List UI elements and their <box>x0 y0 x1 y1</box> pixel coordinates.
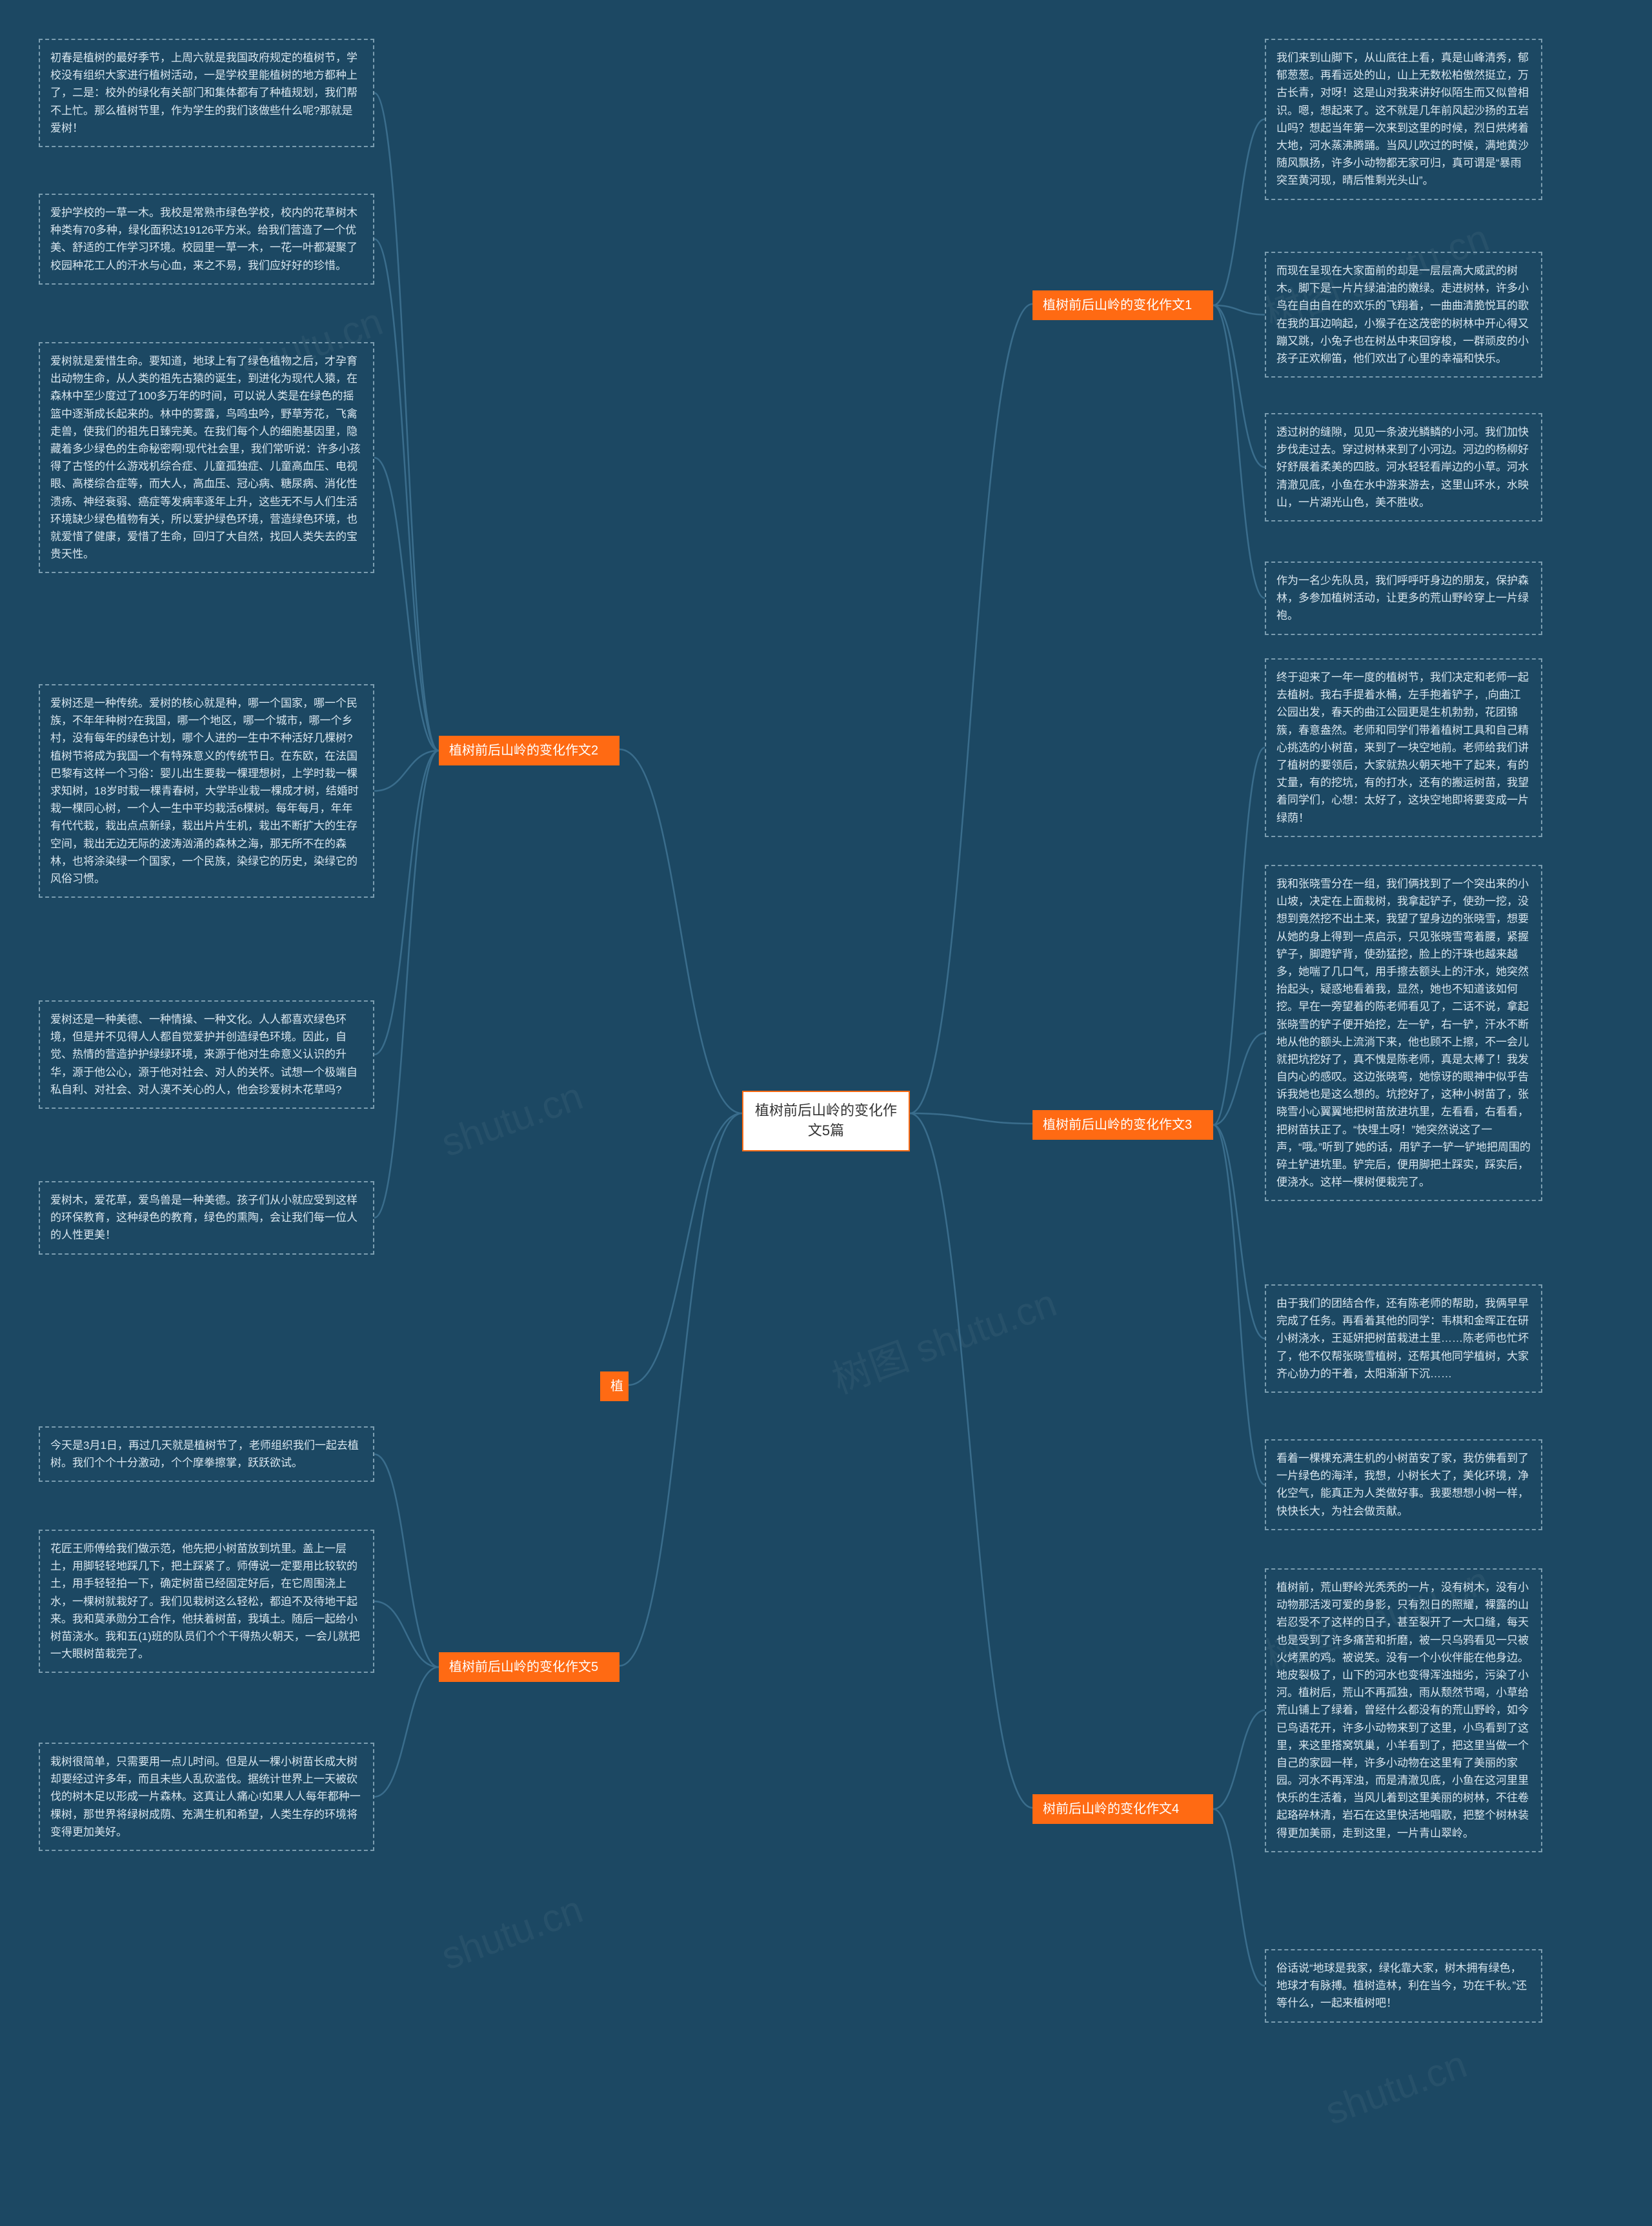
branch-b2: 植树前后山岭的变化作文2 <box>439 736 620 765</box>
leaf-b3-1: 我和张晓雪分在一组，我们俩找到了一个突出来的小山坡，决定在上面栽树，我拿起铲子，… <box>1265 865 1542 1201</box>
leaf-b2-3: 爱树还是一种传统。爱树的核心就是种，哪一个国家，哪一个民族，不年年种树?在我国，… <box>39 684 374 898</box>
leaf-b2-2: 爱树就是爱惜生命。要知道，地球上有了绿色植物之后，才孕育出动物生命，从人类的祖先… <box>39 342 374 573</box>
branch-b4: 树前后山岭的变化作文4 <box>1032 1794 1213 1824</box>
leaf-b4-0: 植树前，荒山野岭光秃秃的一片，没有树木，没有小动物那活泼可爱的身影，只有烈日的照… <box>1265 1568 1542 1852</box>
leaf-b3-2: 由于我们的团结合作，还有陈老师的帮助，我俩早早完成了任务。再看着其他的同学：韦棋… <box>1265 1284 1542 1393</box>
leaf-b1-2: 透过树的缝隙，见见一条波光鳞鳞的小河。我们加快步伐走过去。穿过树林来到了小河边。… <box>1265 413 1542 521</box>
leaf-b2-0: 初春是植树的最好季节，上周六就是我国政府规定的植树节，学校没有组织大家进行植树活… <box>39 39 374 147</box>
leaf-b4-1: 俗话说“地球是我家，绿化靠大家，树木拥有绿色，地球才有脉搏。植树造林，利在当今，… <box>1265 1949 1542 2023</box>
watermark: shutu.cn <box>436 1887 589 1978</box>
watermark: 树图 shutu.cn <box>823 1271 1063 1404</box>
leaf-b3-0: 终于迎来了一年一度的植树节，我们决定和老师一起去植树。我右手提着水桶，左手抱着铲… <box>1265 658 1542 837</box>
leaf-b5-1: 花匠王师傅给我们做示范，他先把小树苗放到坑里。盖上一层土，用脚轻轻地踩几下，把土… <box>39 1530 374 1673</box>
leaf-b5-2: 栽树很简单，只需要用一点儿时间。但是从一棵小树苗长成大树却要经过许多年，而且未些… <box>39 1743 374 1851</box>
branch-b_center: 植 <box>600 1371 629 1401</box>
leaf-b2-1: 爱护学校的一草一木。我校是常熟市绿色学校，校内的花草树木种类有70多种，绿化面积… <box>39 194 374 285</box>
watermark: shutu.cn <box>436 1073 589 1165</box>
leaf-b1-1: 而现在呈现在大家面前的却是一层层高大威武的树木。脚下是一片片绿油油的嫩绿。走进树… <box>1265 252 1542 378</box>
leaf-b2-4: 爱树还是一种美德、一种情操、一种文化。人人都喜欢绿色环境，但是并不见得人人都自觉… <box>39 1000 374 1109</box>
branch-b1: 植树前后山岭的变化作文1 <box>1032 290 1213 320</box>
watermark: shutu.cn <box>1320 2041 1473 2133</box>
leaf-b3-3: 看着一棵棵充满生机的小树苗安了家，我仿佛看到了一片绿色的海洋，我想，小树长大了，… <box>1265 1439 1542 1530</box>
leaf-b1-0: 我们来到山脚下，从山底往上看，真是山峰清秀，郁郁葱葱。再看远处的山，山上无数松柏… <box>1265 39 1542 200</box>
root-node: 植树前后山岭的变化作文5篇 <box>742 1091 910 1151</box>
leaf-b1-3: 作为一名少先队员，我们呼呼吁身边的朋友，保护森林，多参加植树活动，让更多的荒山野… <box>1265 562 1542 635</box>
leaf-b2-5: 爱树木，爱花草，爱鸟兽是一种美德。孩子们从小就应受到这样的环保教育，这种绿色的教… <box>39 1181 374 1255</box>
branch-b3: 植树前后山岭的变化作文3 <box>1032 1110 1213 1140</box>
leaf-b5-0: 今天是3月1日，再过几天就是植树节了，老师组织我们一起去植树。我们个个十分激动，… <box>39 1426 374 1482</box>
branch-b5: 植树前后山岭的变化作文5 <box>439 1652 620 1682</box>
